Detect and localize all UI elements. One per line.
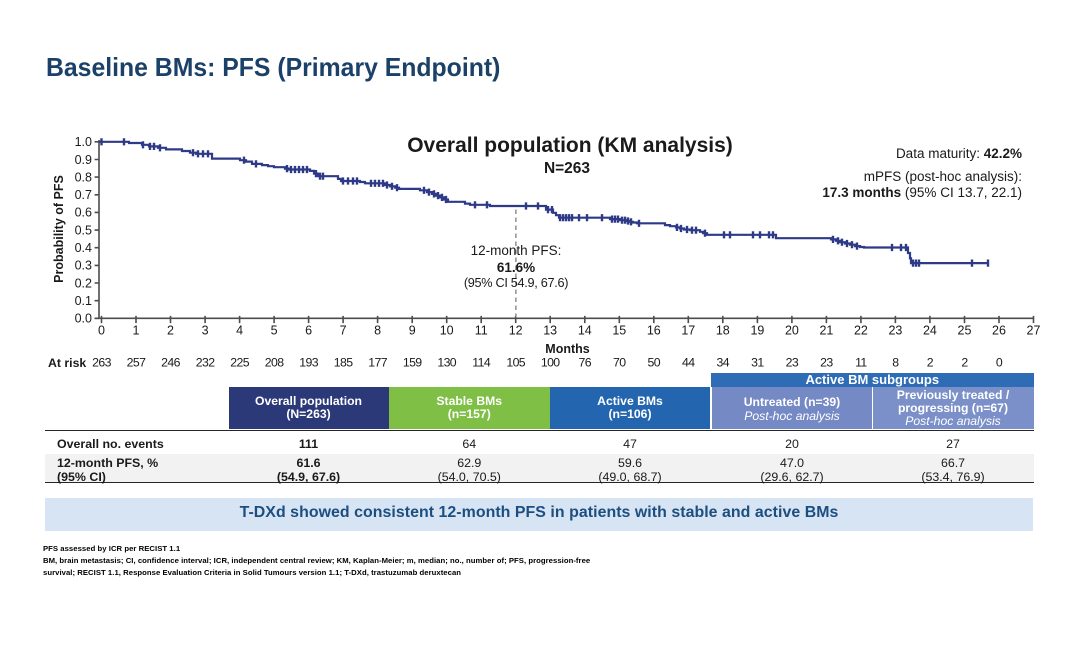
svg-text:100: 100	[541, 356, 560, 370]
svg-text:225: 225	[230, 356, 249, 370]
svg-text:4: 4	[236, 324, 243, 338]
svg-text:16: 16	[647, 324, 661, 338]
svg-text:0.6: 0.6	[75, 206, 92, 220]
svg-text:21: 21	[819, 324, 833, 338]
svg-text:263: 263	[92, 356, 111, 370]
svg-text:18: 18	[716, 324, 730, 338]
svg-text:8: 8	[374, 324, 381, 338]
svg-text:11: 11	[855, 356, 867, 370]
svg-text:13: 13	[543, 324, 557, 338]
svg-text:246: 246	[161, 356, 180, 370]
svg-text:0: 0	[996, 356, 1003, 370]
svg-text:114: 114	[472, 356, 491, 370]
svg-text:0.3: 0.3	[75, 259, 92, 273]
svg-text:23: 23	[888, 324, 902, 338]
svg-text:0.1: 0.1	[75, 294, 92, 308]
svg-text:5: 5	[271, 324, 278, 338]
svg-text:2: 2	[167, 324, 174, 338]
svg-text:105: 105	[506, 356, 525, 370]
svg-text:1.0: 1.0	[75, 135, 92, 149]
svg-text:3: 3	[202, 324, 209, 338]
svg-text:17: 17	[681, 324, 695, 338]
svg-text:6: 6	[305, 324, 312, 338]
svg-text:1: 1	[133, 324, 140, 338]
svg-text:15: 15	[612, 324, 626, 338]
svg-text:23: 23	[820, 356, 833, 370]
svg-text:0.4: 0.4	[75, 241, 92, 255]
svg-text:31: 31	[751, 356, 764, 370]
svg-text:0.0: 0.0	[75, 312, 92, 326]
svg-text:208: 208	[265, 356, 284, 370]
svg-text:2: 2	[961, 356, 968, 370]
svg-text:76: 76	[579, 356, 592, 370]
svg-text:0.7: 0.7	[75, 188, 92, 202]
svg-text:50: 50	[648, 356, 661, 370]
svg-text:26: 26	[992, 324, 1006, 338]
svg-text:14: 14	[578, 324, 592, 338]
svg-text:130: 130	[437, 356, 456, 370]
svg-text:193: 193	[299, 356, 318, 370]
svg-text:12: 12	[509, 324, 523, 338]
svg-text:7: 7	[340, 324, 347, 338]
svg-text:0.9: 0.9	[75, 153, 92, 167]
svg-text:2: 2	[927, 356, 934, 370]
svg-text:70: 70	[613, 356, 626, 370]
svg-text:24: 24	[923, 324, 937, 338]
svg-text:44: 44	[682, 356, 695, 370]
svg-text:177: 177	[368, 356, 387, 370]
svg-text:23: 23	[786, 356, 799, 370]
svg-text:22: 22	[854, 324, 868, 338]
svg-text:9: 9	[409, 324, 416, 338]
svg-text:0.2: 0.2	[75, 276, 92, 290]
svg-text:159: 159	[403, 356, 422, 370]
svg-text:0.8: 0.8	[75, 170, 92, 184]
svg-text:257: 257	[127, 356, 146, 370]
svg-text:10: 10	[440, 324, 454, 338]
svg-text:0: 0	[98, 324, 105, 338]
svg-text:11: 11	[475, 324, 488, 338]
svg-text:25: 25	[958, 324, 972, 338]
svg-text:19: 19	[750, 324, 764, 338]
svg-text:185: 185	[334, 356, 353, 370]
svg-text:8: 8	[892, 356, 899, 370]
svg-text:27: 27	[1027, 324, 1041, 338]
svg-text:34: 34	[717, 356, 730, 370]
svg-text:20: 20	[785, 324, 799, 338]
svg-text:232: 232	[196, 356, 215, 370]
svg-text:0.5: 0.5	[75, 223, 92, 237]
